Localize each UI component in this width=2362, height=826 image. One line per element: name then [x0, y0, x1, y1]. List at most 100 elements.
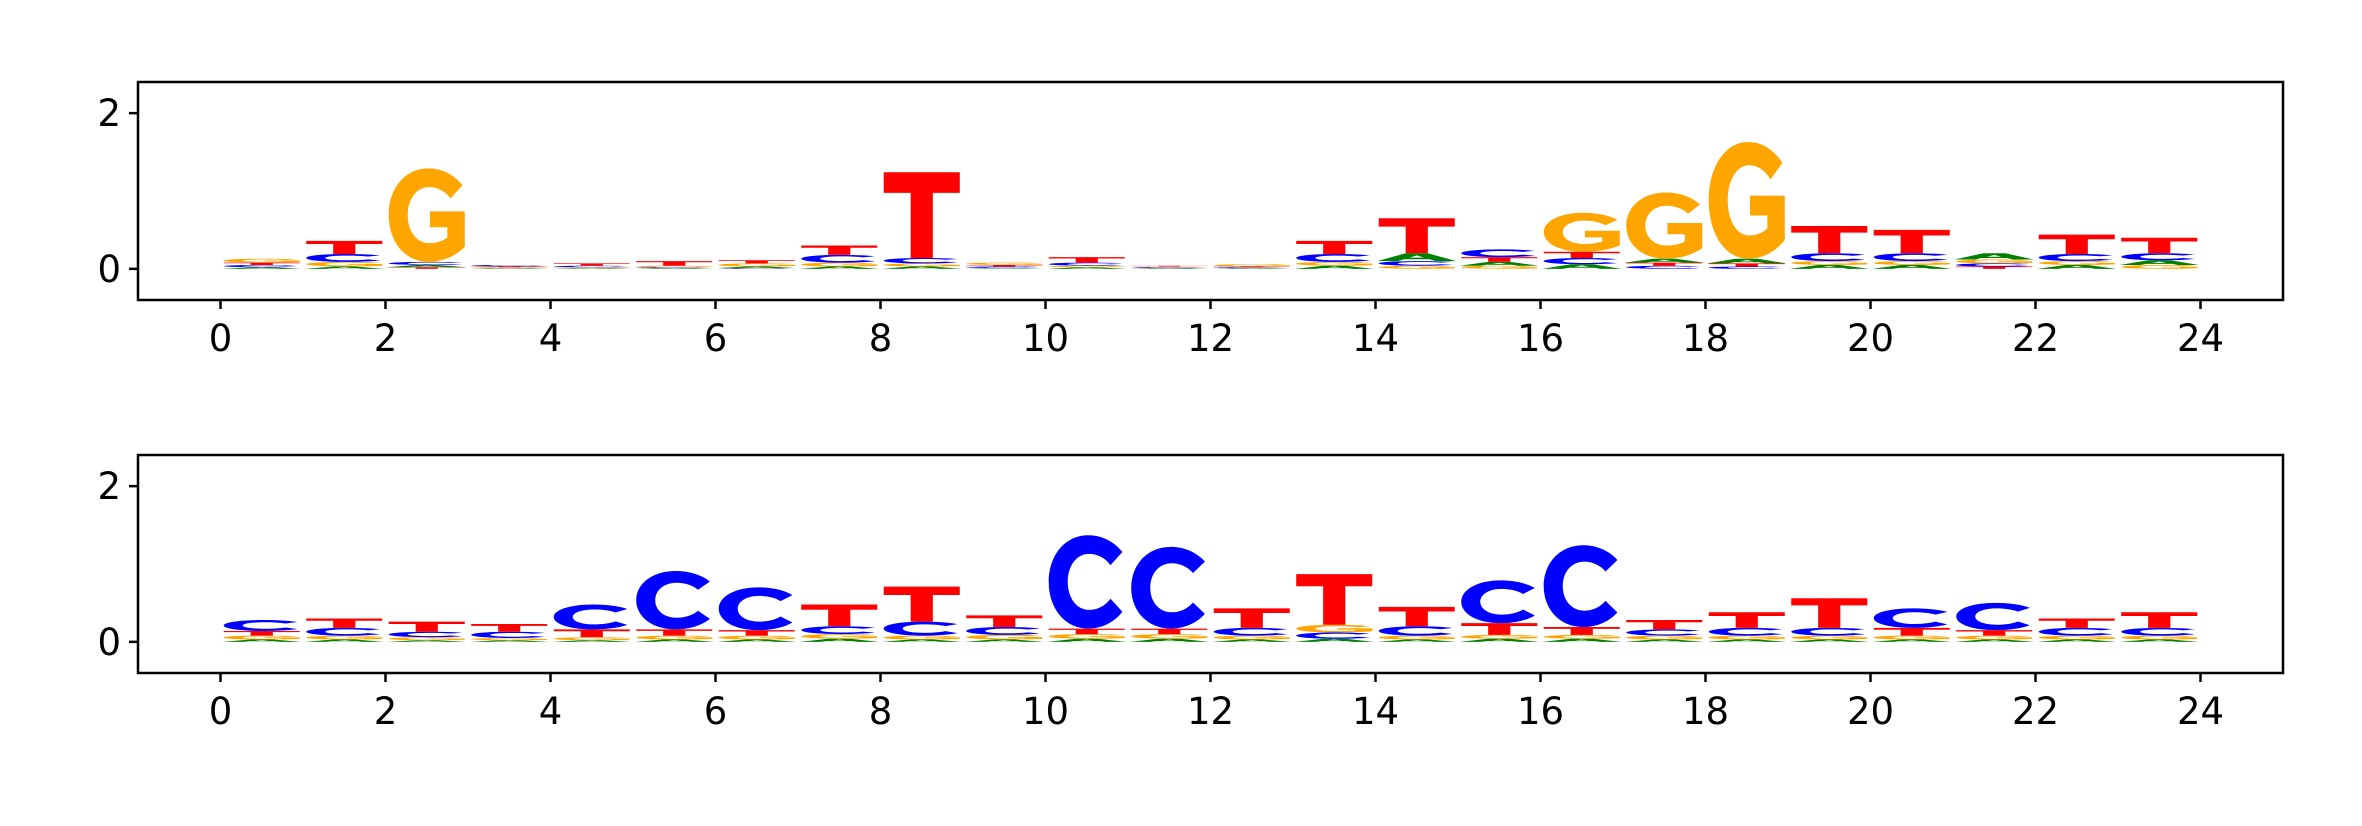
x-tick-label: 10 — [1022, 690, 1069, 733]
logo-letter-g-pos-3 — [471, 637, 548, 641]
logo-letter-c-pos-21 — [1956, 263, 2030, 267]
logo-letter-c-pos-12 — [1213, 627, 1288, 636]
logo-letter-g-pos-12 — [1213, 635, 1290, 640]
logo-letter-c-pos-9 — [966, 266, 1040, 269]
logo-letter-t-pos-12 — [1213, 266, 1290, 268]
x-tick-label: 4 — [539, 690, 563, 733]
logo-letter-g-pos-18 — [1708, 635, 1785, 640]
logo-letter-t-pos-17 — [1626, 620, 1703, 630]
logo-letter-g-pos-11 — [1131, 266, 1208, 268]
logo-letter-a-pos-2 — [387, 640, 467, 642]
logo-letter-t-pos-15 — [1461, 623, 1538, 635]
logo-letter-g-pos-21 — [1956, 259, 2033, 264]
logo-letter-g-pos-7 — [801, 634, 878, 639]
logo-letter-c-pos-5 — [636, 571, 710, 630]
logo-letter-c-pos-1 — [306, 254, 380, 262]
logo-letters — [222, 535, 2199, 642]
logo-letter-g-pos-23 — [2121, 264, 2198, 269]
logo-letter-t-pos-11 — [1131, 628, 1208, 635]
logo-letter-a-pos-19 — [1789, 264, 1869, 269]
x-tick-label: 16 — [1517, 317, 1564, 360]
logo-letter-a-pos-5 — [634, 639, 714, 642]
logo-letter-a-pos-5 — [634, 268, 714, 269]
x-tick-label: 16 — [1517, 690, 1564, 733]
logo-letter-a-pos-11 — [1129, 638, 1209, 642]
logo-letter-a-pos-12 — [1212, 268, 1292, 269]
logo-letter-c-pos-14 — [1378, 626, 1453, 636]
logo-letter-t-pos-19 — [1791, 226, 1868, 254]
logo-letter-c-pos-8 — [883, 257, 958, 264]
logo-letter-c-pos-18 — [1708, 627, 1783, 636]
logo-letter-t-pos-21 — [1956, 266, 2033, 269]
logo-letter-g-pos-18 — [1708, 141, 1785, 259]
logo-letter-a-pos-18 — [1707, 258, 1787, 264]
logo-letter-c-pos-12 — [1213, 267, 1288, 269]
y-axis: 02 — [97, 92, 138, 291]
logo-letter-a-pos-9 — [964, 268, 1044, 269]
y-tick-label: 0 — [97, 621, 121, 664]
y-tick-label: 0 — [97, 248, 121, 291]
logo-letter-g-pos-13 — [1296, 261, 1373, 266]
logo-letter-t-pos-2 — [388, 267, 465, 269]
logo-letter-a-pos-10 — [1047, 267, 1127, 269]
logo-letter-c-pos-1 — [306, 627, 380, 636]
logo-letter-t-pos-8 — [883, 172, 960, 258]
logo-letter-g-pos-5 — [636, 265, 713, 268]
logo-letter-c-pos-2 — [388, 261, 463, 265]
logo-letter-a-pos-15 — [1459, 261, 1539, 266]
logo-letter-a-pos-17 — [1624, 258, 1704, 263]
logo-letter-c-pos-5 — [636, 267, 710, 269]
logo-letter-c-pos-0 — [223, 620, 298, 631]
logo-letter-t-pos-18 — [1708, 263, 1785, 267]
logo-letter-t-pos-23 — [2121, 237, 2198, 254]
logo-letter-t-pos-5 — [636, 261, 713, 266]
logo-letter-a-pos-12 — [1212, 639, 1292, 642]
logo-letter-t-pos-6 — [718, 260, 795, 264]
logo-letter-t-pos-14 — [1378, 218, 1455, 254]
logo-letter-t-pos-14 — [1378, 606, 1455, 627]
logo-letter-c-pos-13 — [1296, 632, 1370, 639]
logo-letter-c-pos-19 — [1791, 253, 1865, 262]
logo-letter-c-pos-23 — [2121, 627, 2195, 636]
logo-letter-t-pos-3 — [471, 623, 548, 632]
logo-letter-t-pos-1 — [306, 618, 383, 628]
logo-letter-c-pos-3 — [471, 631, 545, 638]
x-tick-label: 18 — [1682, 317, 1729, 360]
logo-letter-c-pos-19 — [1791, 627, 1865, 636]
logo-letter-a-pos-6 — [717, 639, 797, 642]
logo-letter-a-pos-23 — [2119, 260, 2199, 265]
logo-letter-a-pos-17 — [1624, 639, 1704, 642]
logo-letter-c-pos-22 — [2038, 254, 2113, 262]
logo-letter-c-pos-20 — [1873, 253, 1948, 262]
logo-letter-a-pos-19 — [1789, 639, 1869, 642]
logo-letter-c-pos-4 — [553, 265, 628, 268]
logo-letter-t-pos-8 — [883, 586, 960, 622]
logo-letter-a-pos-21 — [1954, 639, 2034, 642]
x-tick-label: 6 — [704, 690, 728, 733]
x-tick-label: 6 — [704, 317, 728, 360]
logo-letter-g-pos-4 — [553, 267, 630, 269]
logo-letter-a-pos-23 — [2119, 639, 2199, 642]
logo-letter-c-pos-8 — [883, 621, 958, 636]
logo-letter-a-pos-16 — [1542, 638, 1622, 642]
logo-letter-t-pos-9 — [966, 264, 1043, 267]
logo-letter-a-pos-3 — [469, 640, 549, 642]
logo-letter-t-pos-13 — [1296, 574, 1373, 625]
logo-letter-a-pos-4 — [552, 640, 632, 642]
x-tick-label: 10 — [1022, 317, 1069, 360]
logo-letter-a-pos-7 — [799, 266, 879, 269]
x-tick-label: 22 — [2012, 317, 2059, 360]
logo-letter-t-pos-19 — [1791, 598, 1868, 628]
logo-letter-c-pos-9 — [966, 627, 1040, 635]
logo-letter-c-pos-11 — [1131, 546, 1205, 629]
logo-letter-t-pos-0 — [223, 262, 300, 265]
logo-letter-t-pos-10 — [1048, 257, 1125, 263]
logo-letter-g-pos-4 — [553, 637, 630, 641]
x-tick-label: 12 — [1187, 317, 1234, 360]
logo-letter-a-pos-16 — [1542, 264, 1622, 269]
logo-letter-a-pos-8 — [882, 639, 962, 642]
logo-letter-g-pos-6 — [718, 635, 795, 640]
logo-letter-t-pos-3 — [471, 266, 548, 268]
logo-letter-a-pos-21 — [1954, 253, 2034, 260]
